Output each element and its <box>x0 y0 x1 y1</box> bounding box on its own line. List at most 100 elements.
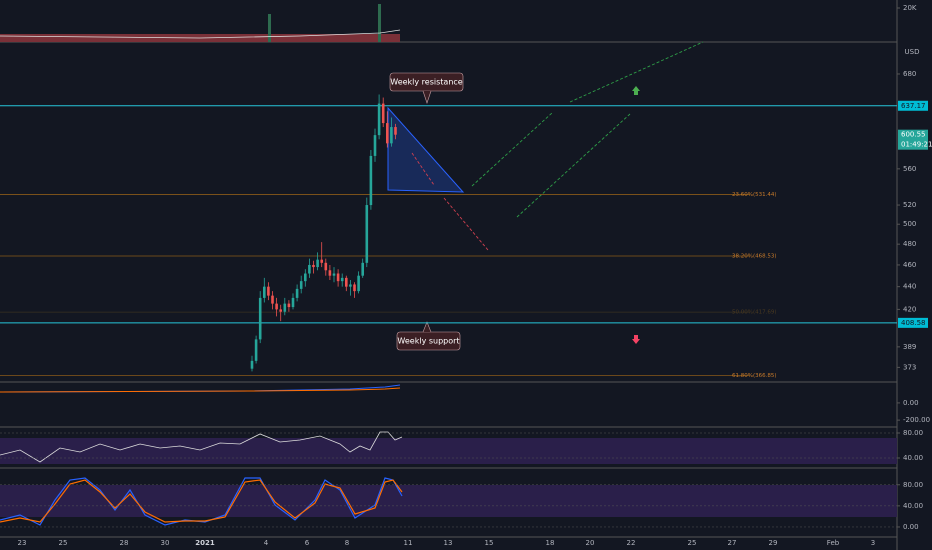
candle-body <box>390 127 393 144</box>
y-tick-label: 680 <box>903 70 916 78</box>
y-tick-label: 460 <box>903 261 916 269</box>
annotation: Weekly support <box>397 337 459 346</box>
candle-body <box>316 259 319 268</box>
y-tick-label: -200.00 <box>903 416 930 424</box>
candle-body <box>283 303 287 312</box>
x-tick-label: 29 <box>769 539 778 547</box>
y-tick-label: 420 <box>903 305 916 313</box>
fib-label: 23.60%(531.44) <box>732 192 777 198</box>
candle-body <box>369 155 373 206</box>
up-arrow-icon <box>632 86 640 95</box>
candle-body <box>381 103 385 124</box>
candle-body <box>336 273 340 282</box>
annotation: Weekly resistance <box>390 78 463 87</box>
candle-body <box>357 275 360 292</box>
candle-body <box>394 127 397 135</box>
arrows <box>411 41 704 251</box>
x-tick-label: Feb <box>827 539 840 547</box>
x-tick-label: 8 <box>345 539 349 547</box>
candle-body <box>291 297 295 308</box>
x-tick-label: 13 <box>444 539 453 547</box>
candle-body <box>312 264 315 268</box>
price-tag-label: 637.17 <box>901 102 926 110</box>
x-tick-label: 15 <box>485 539 494 547</box>
stoch-d <box>0 479 403 523</box>
candle-body <box>373 135 377 156</box>
candle-body <box>377 103 381 136</box>
y-tick-label: 389 <box>903 343 916 351</box>
x-tick-label: 18 <box>546 539 555 547</box>
y-tick-label: 500 <box>903 220 916 228</box>
volume-ma <box>0 29 401 39</box>
candle-body <box>328 270 332 276</box>
candle-body <box>324 262 328 271</box>
candle-body <box>340 277 344 282</box>
price-tag <box>898 317 928 328</box>
candle-body <box>250 360 254 369</box>
y-tick-label: 20K <box>903 4 917 12</box>
x-tick-label: 23 <box>18 539 27 547</box>
y-tick-label: 0.00 <box>903 523 919 531</box>
y-tick-label: 440 <box>903 283 916 291</box>
candle-body <box>275 303 278 310</box>
candle-body <box>349 284 352 287</box>
candle-body <box>258 297 262 340</box>
x-tick-label: 25 <box>688 539 697 547</box>
y-tick-label: 0.00 <box>903 399 919 407</box>
candle-body <box>361 262 364 276</box>
x-tick-label: 20 <box>586 539 595 547</box>
y-tick-label: 80.00 <box>903 481 923 489</box>
x-tick-label: 11 <box>404 539 413 547</box>
currency-label: USD <box>905 48 920 56</box>
rsi-band <box>0 438 897 464</box>
y-tick-label: 40.00 <box>903 454 923 462</box>
y-tick-label: 480 <box>903 240 916 248</box>
x-tick-label: 30 <box>161 539 170 547</box>
x-tick-label: 4 <box>264 539 269 547</box>
candle-body <box>271 295 274 304</box>
down-arrow-icon <box>632 335 640 344</box>
candle-body <box>279 309 282 312</box>
candle-body <box>263 286 266 298</box>
candle-body <box>299 281 303 289</box>
y-tick-label: 80.00 <box>903 429 923 437</box>
candle-body <box>320 259 323 263</box>
candle-body <box>304 273 307 282</box>
x-tick-label: 6 <box>305 539 310 547</box>
x-tick-label: 28 <box>120 539 129 547</box>
candle-body <box>267 286 270 296</box>
rsi-line <box>0 431 403 463</box>
y-tick-label: 40.00 <box>903 502 923 510</box>
candle-body <box>308 264 311 274</box>
y-tick-label: 373 <box>903 363 916 371</box>
x-tick-label: 2021 <box>195 539 215 547</box>
y-tick-label: 520 <box>903 201 916 209</box>
x-tick-label: 22 <box>627 539 636 547</box>
candle-body <box>287 303 291 308</box>
macd-signal <box>0 387 401 393</box>
price-tag <box>898 100 928 111</box>
candle-body <box>345 277 348 287</box>
x-tick-label: 27 <box>728 539 737 547</box>
callout: Weekly resistance <box>389 72 464 104</box>
fib-label: 50.00%(417.69) <box>732 310 777 316</box>
price-tag <box>898 129 928 150</box>
x-tick-label: 3 <box>871 539 875 547</box>
x-tick-label: 25 <box>59 539 68 547</box>
callout: Weekly support <box>396 321 461 351</box>
candle-body <box>254 339 258 361</box>
countdown: 01:49:21 <box>901 141 932 149</box>
candle-body <box>332 273 336 276</box>
price-tag-label: 600.55 <box>901 131 926 139</box>
fib-label: 61.80%(366.85) <box>732 373 777 379</box>
fib-label: 38.20%(468.53) <box>732 253 777 259</box>
y-tick-label: 560 <box>903 165 916 173</box>
stoch-band <box>0 485 897 517</box>
price-tag-label: 408.58 <box>901 319 926 327</box>
candle-body <box>386 123 389 144</box>
candle-body <box>365 205 369 263</box>
candle-body <box>295 288 299 298</box>
triangle-drawing <box>387 106 465 193</box>
candle-body <box>353 284 356 292</box>
